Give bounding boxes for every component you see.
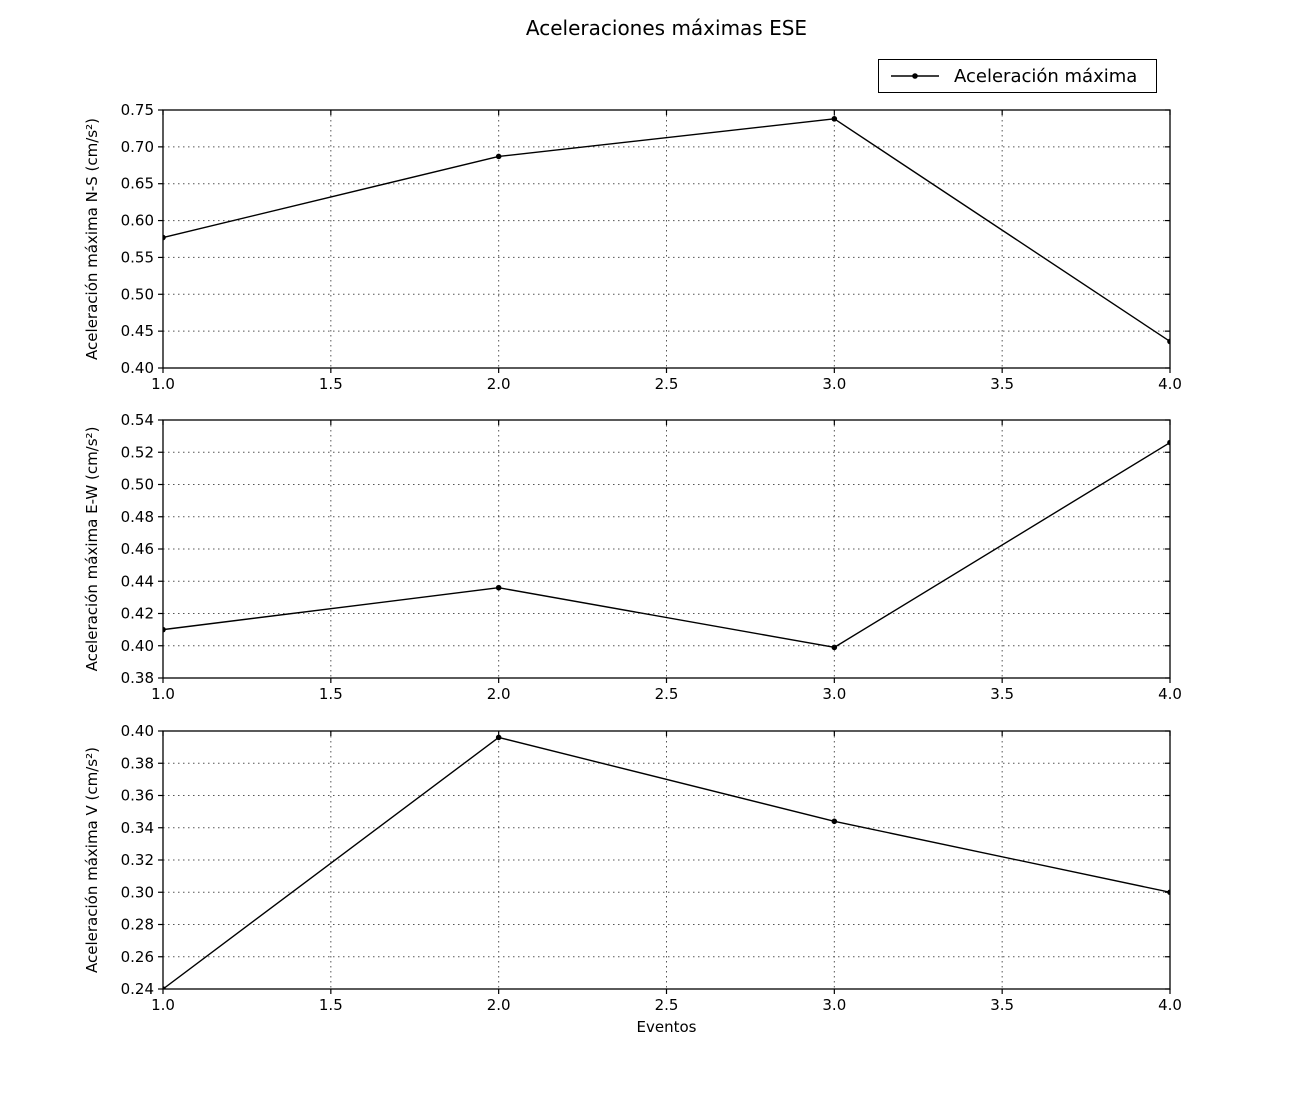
y-axis-label: Aceleración máxima E-W (cm/s²): [83, 427, 101, 672]
axes-frame: [162, 109, 1171, 369]
x-tick-label: 4.0: [1158, 375, 1182, 393]
data-point-marker: [162, 234, 166, 241]
data-line: [162, 118, 1171, 343]
x-tick-label: 3.0: [822, 996, 846, 1014]
y-tick-label: 0.28: [121, 916, 154, 934]
x-tick-label: 1.5: [319, 375, 343, 393]
data-point-marker: [831, 644, 838, 651]
legend-label: Aceleración máxima: [954, 65, 1138, 87]
y-tick-label: 0.65: [121, 175, 154, 193]
series-group: [162, 734, 1171, 990]
y-tick-label: 0.38: [121, 669, 154, 687]
legend: Aceleración máxima: [878, 59, 1157, 93]
data-line: [162, 736, 1171, 990]
x-tick-label: 2.5: [655, 996, 679, 1014]
x-tick-label: 4.0: [1158, 996, 1182, 1014]
y-tick-label: 0.50: [121, 476, 154, 494]
y-tick-label: 0.38: [121, 754, 154, 772]
x-tick-label: 3.0: [822, 375, 846, 393]
y-tick-label: 0.30: [121, 883, 154, 901]
figure-title: Aceleraciones máximas ESE: [525, 16, 808, 40]
data-point-marker: [162, 986, 166, 990]
axes-frame: [162, 730, 1171, 990]
x-tick-label: 1.0: [151, 996, 175, 1014]
x-tick-label: 2.0: [487, 996, 511, 1014]
x-tick-label: 3.0: [822, 685, 846, 703]
x-tick-label: 2.5: [655, 685, 679, 703]
y-tick-label: 0.32: [121, 851, 154, 869]
y-tick-label: 0.26: [121, 948, 154, 966]
series-group: [162, 116, 1171, 345]
data-point-marker: [1167, 439, 1171, 446]
y-tick-label: 0.52: [121, 443, 154, 461]
x-tick-label: 2.0: [487, 685, 511, 703]
y-tick-label: 0.40: [121, 722, 154, 740]
y-tick-label: 0.34: [121, 819, 154, 837]
legend-point-marker: [912, 73, 918, 79]
y-tick-label: 0.24: [121, 980, 154, 998]
y-axis-label: Aceleración máxima N-S (cm/s²): [83, 118, 101, 360]
data-point-marker: [1167, 889, 1171, 896]
x-tick-label: 3.5: [990, 996, 1014, 1014]
x-tick-label: 4.0: [1158, 685, 1182, 703]
y-tick-label: 0.60: [121, 212, 154, 230]
data-point-marker: [1167, 338, 1171, 345]
x-tick-label: 3.5: [990, 685, 1014, 703]
y-tick-label: 0.36: [121, 787, 154, 805]
series-group: [162, 439, 1171, 651]
data-point-marker: [162, 626, 166, 633]
x-tick-label: 1.0: [151, 685, 175, 703]
axes-frame: [162, 419, 1171, 679]
y-tick-label: 0.40: [121, 359, 154, 377]
y-tick-label: 0.40: [121, 637, 154, 655]
y-tick-label: 0.70: [121, 138, 154, 156]
y-tick-label: 0.50: [121, 285, 154, 303]
y-tick-label: 0.42: [121, 605, 154, 623]
y-tick-label: 0.46: [121, 540, 154, 558]
x-tick-label: 1.5: [319, 996, 343, 1014]
y-axis-label: Aceleración máxima V (cm/s²): [83, 747, 101, 973]
y-tick-label: 0.55: [121, 248, 154, 266]
subplot-3: 0.24 0.26 0.28 0.30 0.32 0.34 0.36 0.38 0.40 1.0 1…: [83, 722, 1182, 1036]
data-point-marker: [495, 734, 502, 741]
x-tick-label: 1.0: [151, 375, 175, 393]
y-tick-label: 0.48: [121, 508, 154, 526]
y-tick-label: 0.75: [121, 101, 154, 119]
y-tick-label: 0.44: [121, 572, 154, 590]
x-axis-title: Eventos: [637, 1018, 697, 1036]
legend-line-marker-icon: [891, 73, 939, 79]
subplot-1: 0.40 0.45 0.50 0.55 0.60 0.65 0.70 0.75 1.0 1.5 2.…: [83, 101, 1182, 393]
data-point-marker: [831, 116, 838, 122]
data-point-marker: [495, 584, 502, 591]
x-tick-label: 2.5: [655, 375, 679, 393]
data-line: [162, 441, 1171, 649]
data-point-marker: [831, 818, 838, 825]
y-tick-label: 0.54: [121, 411, 154, 429]
y-tick-label: 0.45: [121, 322, 154, 340]
x-tick-label: 1.5: [319, 685, 343, 703]
x-tick-label: 2.0: [487, 375, 511, 393]
subplot-2: 0.38 0.40 0.42 0.44 0.46 0.48 0.50 0.52 0.54 1.0 1…: [83, 411, 1182, 703]
x-tick-label: 3.5: [990, 375, 1014, 393]
data-point-marker: [495, 153, 502, 160]
